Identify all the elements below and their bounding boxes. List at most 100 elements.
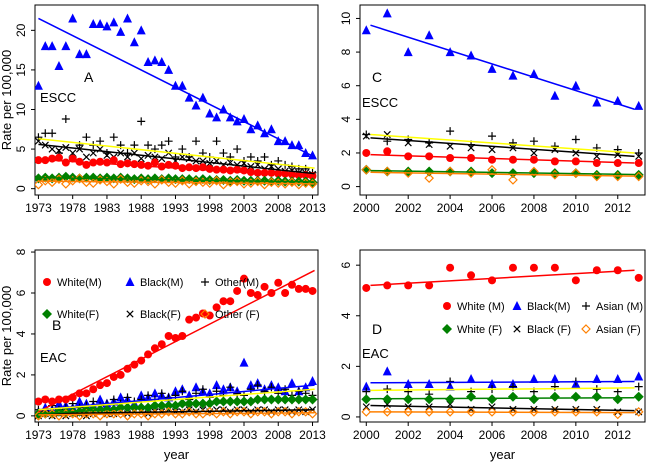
data-point	[507, 391, 518, 402]
data-point	[361, 407, 372, 417]
data-point	[96, 157, 105, 166]
data-point	[424, 173, 435, 184]
data-point	[60, 179, 71, 189]
data-point	[102, 21, 112, 31]
y-tick-label: 6	[14, 289, 28, 296]
plot-frame	[34, 249, 319, 423]
data-point	[233, 286, 242, 295]
y-tick-label: 15	[14, 63, 28, 77]
panel-letter: A	[84, 69, 94, 85]
x-tick-label: 1998	[196, 201, 223, 215]
trend-line	[38, 143, 315, 175]
data-point	[446, 127, 455, 136]
data-point	[253, 291, 262, 300]
trend-line	[38, 158, 315, 178]
panel-subtitle: ESCC	[40, 90, 76, 105]
x-tick-label: 1993	[162, 428, 189, 442]
data-point	[198, 385, 207, 394]
data-point	[592, 97, 602, 107]
y-tick-label: 0	[14, 412, 28, 419]
data-point	[253, 381, 262, 390]
data-point	[571, 276, 580, 285]
data-point	[301, 284, 310, 293]
legend-label: Black (F)	[527, 324, 571, 336]
data-point	[613, 266, 622, 275]
data-point	[260, 168, 269, 177]
data-point	[287, 378, 297, 388]
data-point	[528, 394, 539, 405]
data-point	[487, 394, 498, 405]
data-point	[403, 379, 413, 389]
data-point	[163, 177, 174, 188]
data-point	[446, 263, 455, 272]
data-point	[225, 408, 236, 419]
panel-b: 0 2 4 6 8 1973 1978 1983 1988 1993 1998 2003 2008 201…	[0, 248, 326, 462]
data-point	[212, 303, 221, 312]
data-point	[61, 41, 71, 51]
data-point	[123, 159, 132, 168]
legend-label: Black(M)	[527, 301, 570, 313]
data-point	[109, 395, 118, 404]
x-tick-label: 1993	[162, 201, 189, 215]
trend-line	[38, 388, 315, 411]
data-point	[35, 133, 43, 142]
data-point	[233, 389, 242, 398]
panel-d: 0 2 4 6 2000 2002 2004 2006 2008 2010 2012 year D EAC…	[339, 249, 646, 462]
data-point	[48, 129, 57, 138]
data-point	[143, 57, 153, 66]
data-point	[192, 164, 201, 173]
data-point	[246, 289, 255, 297]
data-point	[212, 380, 222, 390]
data-point	[508, 175, 518, 185]
data-point	[82, 389, 91, 398]
data-point	[212, 165, 221, 174]
data-point	[301, 382, 311, 392]
data-point	[308, 376, 318, 386]
data-point	[35, 80, 43, 90]
panel-subtitle: EAC	[362, 346, 389, 361]
data-point	[281, 289, 290, 297]
data-point	[529, 263, 538, 272]
trend-line	[38, 269, 315, 413]
data-point	[35, 179, 44, 190]
x-tick-label: 1983	[94, 201, 121, 215]
data-point	[530, 149, 538, 157]
x-tick-label: 2003	[231, 201, 258, 215]
data-point	[446, 377, 455, 386]
legend-label: Black(M)	[140, 277, 183, 289]
legend-marker	[512, 301, 522, 310]
data-point	[308, 286, 317, 295]
data-point	[571, 135, 580, 144]
data-point	[266, 124, 276, 134]
data-point	[82, 153, 91, 161]
x-tick-label: 2000	[353, 201, 380, 215]
data-point	[150, 388, 160, 398]
data-point	[54, 60, 64, 70]
y-tick-label: 4	[339, 116, 353, 123]
x-tick-label: 2010	[562, 428, 589, 442]
x-tick-label: 1988	[128, 201, 155, 215]
data-point	[184, 398, 195, 409]
data-point	[382, 407, 393, 417]
data-point	[109, 156, 118, 165]
data-point	[287, 170, 296, 179]
data-point	[75, 396, 85, 406]
data-point	[634, 273, 643, 282]
data-point	[48, 154, 57, 163]
data-point	[634, 382, 643, 391]
series-other-m-	[362, 127, 643, 157]
legend-marker	[125, 277, 135, 286]
data-point	[123, 393, 132, 402]
data-point	[383, 147, 392, 156]
data-point	[61, 115, 70, 123]
y-axis-label: Rate per 100,000	[0, 286, 14, 386]
legend-label: White (M)	[457, 301, 505, 313]
data-point	[362, 148, 371, 157]
x-tick-label: 2013	[299, 201, 326, 215]
y-tick-label: 2	[339, 149, 353, 156]
data-point	[267, 383, 276, 392]
data-point	[192, 313, 201, 322]
y-tick-label: 5	[14, 145, 28, 152]
data-point	[95, 394, 105, 404]
data-point	[403, 407, 414, 417]
